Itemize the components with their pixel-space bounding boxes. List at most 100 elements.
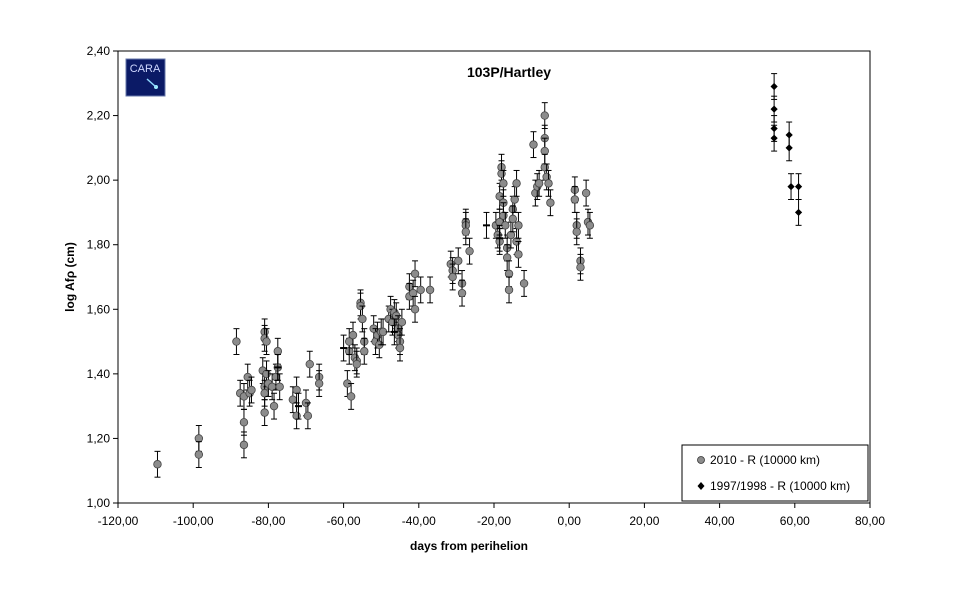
data-point [267,382,277,391]
data-point [581,188,591,198]
data-point [572,227,581,236]
data-point [410,269,420,278]
x-tick-label: 20,00 [629,514,659,528]
data-point [785,144,793,152]
x-tick-label: -100,00 [173,514,214,528]
data-point [352,359,361,369]
data-point [457,288,467,298]
x-tick-label: 40,00 [705,514,735,528]
data-point [360,347,369,356]
data-point [585,221,595,230]
data-point [395,343,405,353]
data-point [570,195,580,204]
x-axis: -120,00 -100,00 -80,00 -60,00 -40,00 -20,00 0,… [98,503,885,528]
data-point [770,105,778,113]
data-point [358,314,367,324]
legend-label-1997: 1997/1998 - R (10000 km) [710,479,850,493]
y-tick-label: 2,40 [87,44,111,58]
data-point [416,285,425,295]
data-point [408,288,418,298]
y-tick-label: 2,20 [87,109,111,123]
legend-box [681,444,869,502]
data-point [546,198,555,207]
x-tick-label: -40,00 [402,514,436,528]
y-axis-title: log Afρ (cm) [63,242,77,312]
data-point [794,208,803,217]
data-point [314,379,324,388]
data-point [794,183,803,191]
data-point [262,337,271,346]
data-point [260,408,269,417]
data-point [510,195,519,204]
data-point [514,250,523,259]
data-point [247,385,256,395]
data-point [292,385,301,395]
y-tick-label: 1,80 [87,238,111,252]
data-point [194,450,204,459]
data-point [506,230,516,240]
data-point [269,401,279,411]
data-point [346,392,356,401]
data-point [153,460,162,469]
data-point [770,134,778,142]
x-tick-label: -20,00 [477,514,511,528]
data-point [499,211,508,220]
y-tick-label: 2,00 [87,173,111,187]
data-point [540,146,549,156]
data-point [534,179,544,188]
data-point [260,389,269,398]
x-tick-label: 0,00 [558,514,582,528]
data-point [271,372,281,382]
data-point [239,440,249,450]
series-0 [153,102,595,478]
legend-label-2010: 2010 - R (10000 km) [710,453,820,467]
data-point [275,382,284,391]
data-point [529,140,538,149]
data-point [770,82,778,91]
y-tick-label: 1,40 [87,367,111,381]
data-point [292,411,301,421]
legend-marker-1997 [697,482,705,490]
data-point [508,214,517,224]
data-point [448,272,457,282]
data-point [194,434,204,443]
y-tick-label: 1,60 [87,302,111,316]
data-point [461,227,470,236]
data-series [153,73,803,478]
y-axis: 1,00 1,20 1,40 1,60 1,80 2,00 2,20 2,40 [87,44,118,510]
x-tick-label: -60,00 [327,514,361,528]
data-point [544,179,553,188]
data-point [576,263,585,272]
data-point [499,179,508,188]
data-point [305,359,314,369]
data-point [540,163,549,172]
x-tick-label: 60,00 [780,514,810,528]
data-point [519,279,529,288]
data-point [239,418,249,427]
cara-logo: CARA [125,58,166,97]
data-point [273,347,282,356]
data-point [787,183,795,191]
data-point [348,330,358,340]
logo-text: CARA [130,63,161,75]
legend-marker-2010 [697,456,705,464]
x-tick-label: -120,00 [98,514,139,528]
y-tick-label: 1,20 [87,431,111,445]
data-point [288,395,298,404]
legend: 2010 - R (10000 km) 1997/1998 - R (10000… [681,444,869,502]
x-tick-label: 80,00 [855,514,885,528]
chart-title: 103P/Hartley [467,64,551,80]
series-2 [274,211,504,420]
x-axis-title: days from perihelion [410,539,528,553]
data-point [232,337,241,346]
data-point [504,269,514,278]
x-tick-label: -80,00 [251,514,285,528]
data-point [502,253,512,262]
y-tick-label: 1,00 [87,496,111,510]
data-point [514,221,523,230]
data-point [504,285,514,295]
data-point [303,411,313,421]
data-point [465,246,474,256]
data-point [512,179,521,188]
